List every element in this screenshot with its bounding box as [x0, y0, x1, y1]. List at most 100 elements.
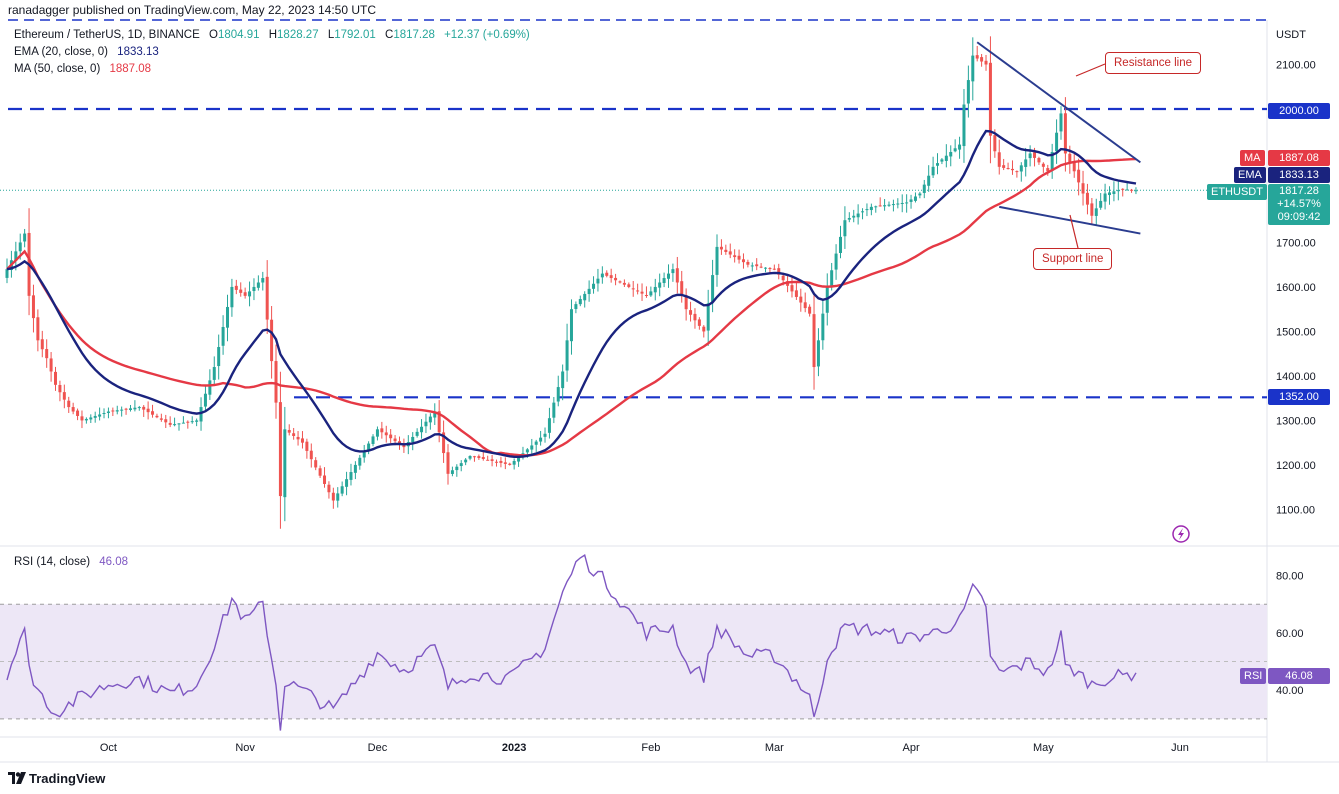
candle: [248, 281, 252, 307]
candle-body: [336, 493, 340, 501]
candle-body: [111, 410, 115, 412]
candle-body: [1028, 153, 1032, 159]
candle-body: [1046, 168, 1050, 172]
candle-body: [1050, 151, 1054, 171]
rsi-line: [6, 553, 1137, 731]
candle-body: [614, 277, 618, 281]
time-tick-label: Dec: [368, 742, 388, 754]
candle-body: [252, 286, 256, 292]
candle: [614, 273, 618, 286]
rsi-legend[interactable]: RSI (14, close) 46.08: [14, 556, 128, 568]
candle-body: [389, 434, 393, 439]
time-tick-label: Nov: [235, 742, 255, 754]
tradingview-logo[interactable]: TradingView: [8, 771, 105, 786]
candle-body: [323, 475, 327, 484]
candle: [389, 429, 393, 444]
candle: [975, 45, 979, 62]
candle-body: [477, 456, 481, 458]
candle-body: [375, 429, 379, 437]
candle: [861, 208, 865, 220]
candle-body: [490, 459, 494, 461]
candle-body: [248, 291, 252, 297]
candle-body: [556, 387, 560, 402]
candle-body: [49, 358, 53, 372]
candle: [40, 330, 44, 358]
candle-body: [287, 429, 291, 433]
candle-body: [278, 402, 282, 497]
candle: [609, 268, 613, 283]
rsi-tick-label: 60.00: [1276, 628, 1304, 640]
candle: [1019, 162, 1023, 182]
candle-body: [561, 371, 565, 389]
candle: [353, 461, 357, 480]
candle: [1072, 154, 1076, 178]
candle-body: [971, 55, 975, 82]
candle-body: [980, 57, 984, 62]
candle: [737, 249, 741, 264]
candle: [111, 407, 115, 417]
candle-body: [631, 288, 635, 290]
candle: [1055, 119, 1059, 164]
candle-body: [314, 460, 318, 468]
ema-legend[interactable]: EMA (20, close, 0) 1833.13: [14, 46, 165, 58]
candle-body: [830, 270, 834, 286]
ma-50-line: [6, 157, 1137, 457]
candle: [45, 339, 49, 368]
candle-body: [750, 265, 754, 267]
candle: [375, 426, 379, 441]
candle-body: [459, 463, 463, 467]
candle: [1085, 183, 1089, 215]
candle-body: [481, 457, 485, 459]
candle: [243, 287, 247, 299]
ma-legend[interactable]: MA (50, close, 0) 1887.08: [14, 63, 157, 75]
support-annotation[interactable]: Support line: [1033, 248, 1113, 270]
candle-body: [790, 285, 794, 292]
resistance-annotation[interactable]: Resistance line: [1105, 52, 1201, 74]
candle-body: [905, 202, 909, 204]
price-tick-label: 1300.00: [1276, 415, 1316, 427]
candle: [790, 276, 794, 298]
candle-body: [1094, 208, 1098, 216]
candle-body: [936, 163, 940, 166]
candle-body: [1090, 203, 1094, 216]
candle-body: [869, 206, 873, 211]
candle: [300, 431, 304, 449]
candle-body: [1099, 200, 1103, 208]
candle-body: [627, 284, 631, 287]
candle-body: [243, 292, 247, 296]
ma-legend-label: MA (50, close, 0): [14, 63, 101, 75]
candle: [662, 272, 666, 288]
candle-body: [569, 309, 573, 342]
candle: [1010, 160, 1014, 175]
candle-body: [644, 294, 648, 296]
candle-body: [23, 233, 27, 242]
candle-body: [1134, 190, 1138, 192]
candle: [486, 455, 490, 461]
candle: [1006, 162, 1010, 170]
candle-body: [737, 255, 741, 260]
candle: [852, 209, 856, 223]
candle: [181, 416, 185, 424]
candle-body: [151, 411, 155, 415]
candle: [944, 144, 948, 168]
candle: [173, 417, 177, 427]
candle: [847, 212, 851, 223]
candle-body: [309, 450, 313, 460]
candle-body: [503, 462, 507, 464]
flash-icon[interactable]: [1172, 525, 1190, 543]
candle-body: [772, 268, 776, 270]
candle: [309, 443, 313, 468]
ohlc-high-label: H: [268, 29, 278, 41]
time-tick-label: May: [1033, 742, 1054, 754]
candle: [759, 263, 763, 269]
candle-body: [993, 135, 997, 152]
candle-body: [89, 417, 93, 420]
ema-legend-label: EMA (20, close, 0): [14, 46, 108, 58]
candle: [1094, 198, 1098, 226]
candle: [155, 413, 159, 419]
candle: [755, 258, 759, 271]
candle-body: [821, 313, 825, 341]
candle: [345, 471, 349, 496]
candle: [327, 481, 331, 499]
